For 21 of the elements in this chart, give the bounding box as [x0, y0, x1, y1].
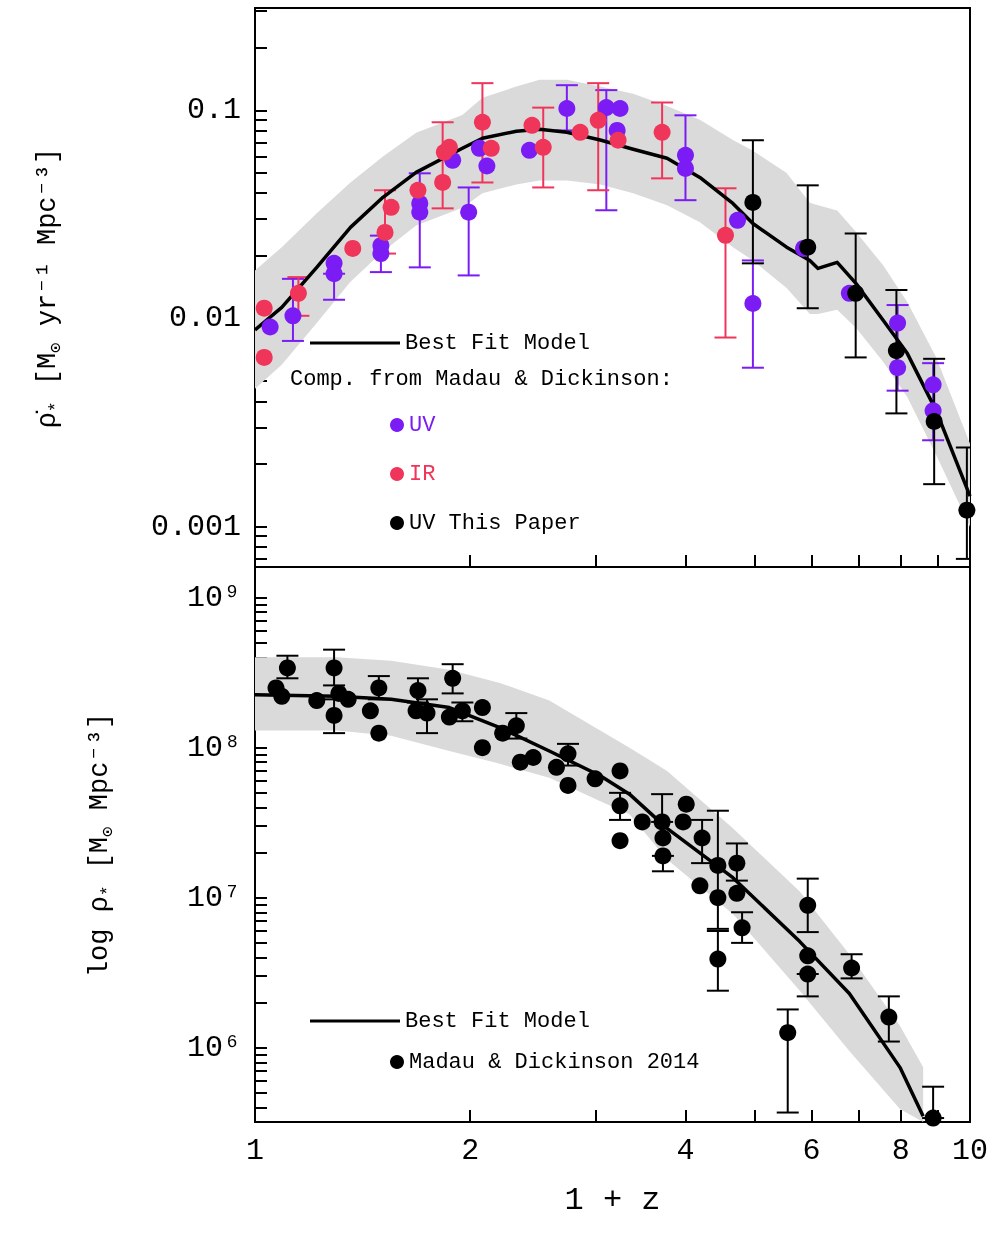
y-tick-label: 10⁹	[186, 580, 241, 615]
legend-title: Comp. from Madau & Dickinson:	[290, 366, 673, 392]
legend-label: UV This Paper	[409, 510, 581, 536]
legend-label: Best Fit Model	[405, 330, 590, 356]
legend-label: IR	[409, 461, 436, 487]
legend-label: UV	[409, 412, 437, 438]
x-axis-title: 1 + z	[564, 1181, 661, 1219]
y-tick-label: 10⁸	[186, 730, 241, 765]
x-tick-label: 1	[245, 1134, 265, 1168]
y-tick-label: 0.001	[150, 509, 241, 544]
x-tick-label: 4	[676, 1134, 695, 1168]
x-tick-label: 8	[891, 1134, 910, 1168]
x-tick-label: 6	[802, 1134, 821, 1168]
legend-label: Best Fit Model	[405, 1008, 590, 1034]
y-tick-label: 0.01	[168, 301, 241, 336]
x-tick-label: 2	[461, 1134, 480, 1168]
y-tick-label: 10⁷	[186, 880, 241, 915]
y-tick-label: 10⁶	[186, 1030, 241, 1065]
x-tick-label: 10	[951, 1134, 989, 1168]
y-tick-label: 0.1	[186, 93, 241, 128]
legend-label: Madau & Dickinson 2014	[409, 1049, 700, 1075]
